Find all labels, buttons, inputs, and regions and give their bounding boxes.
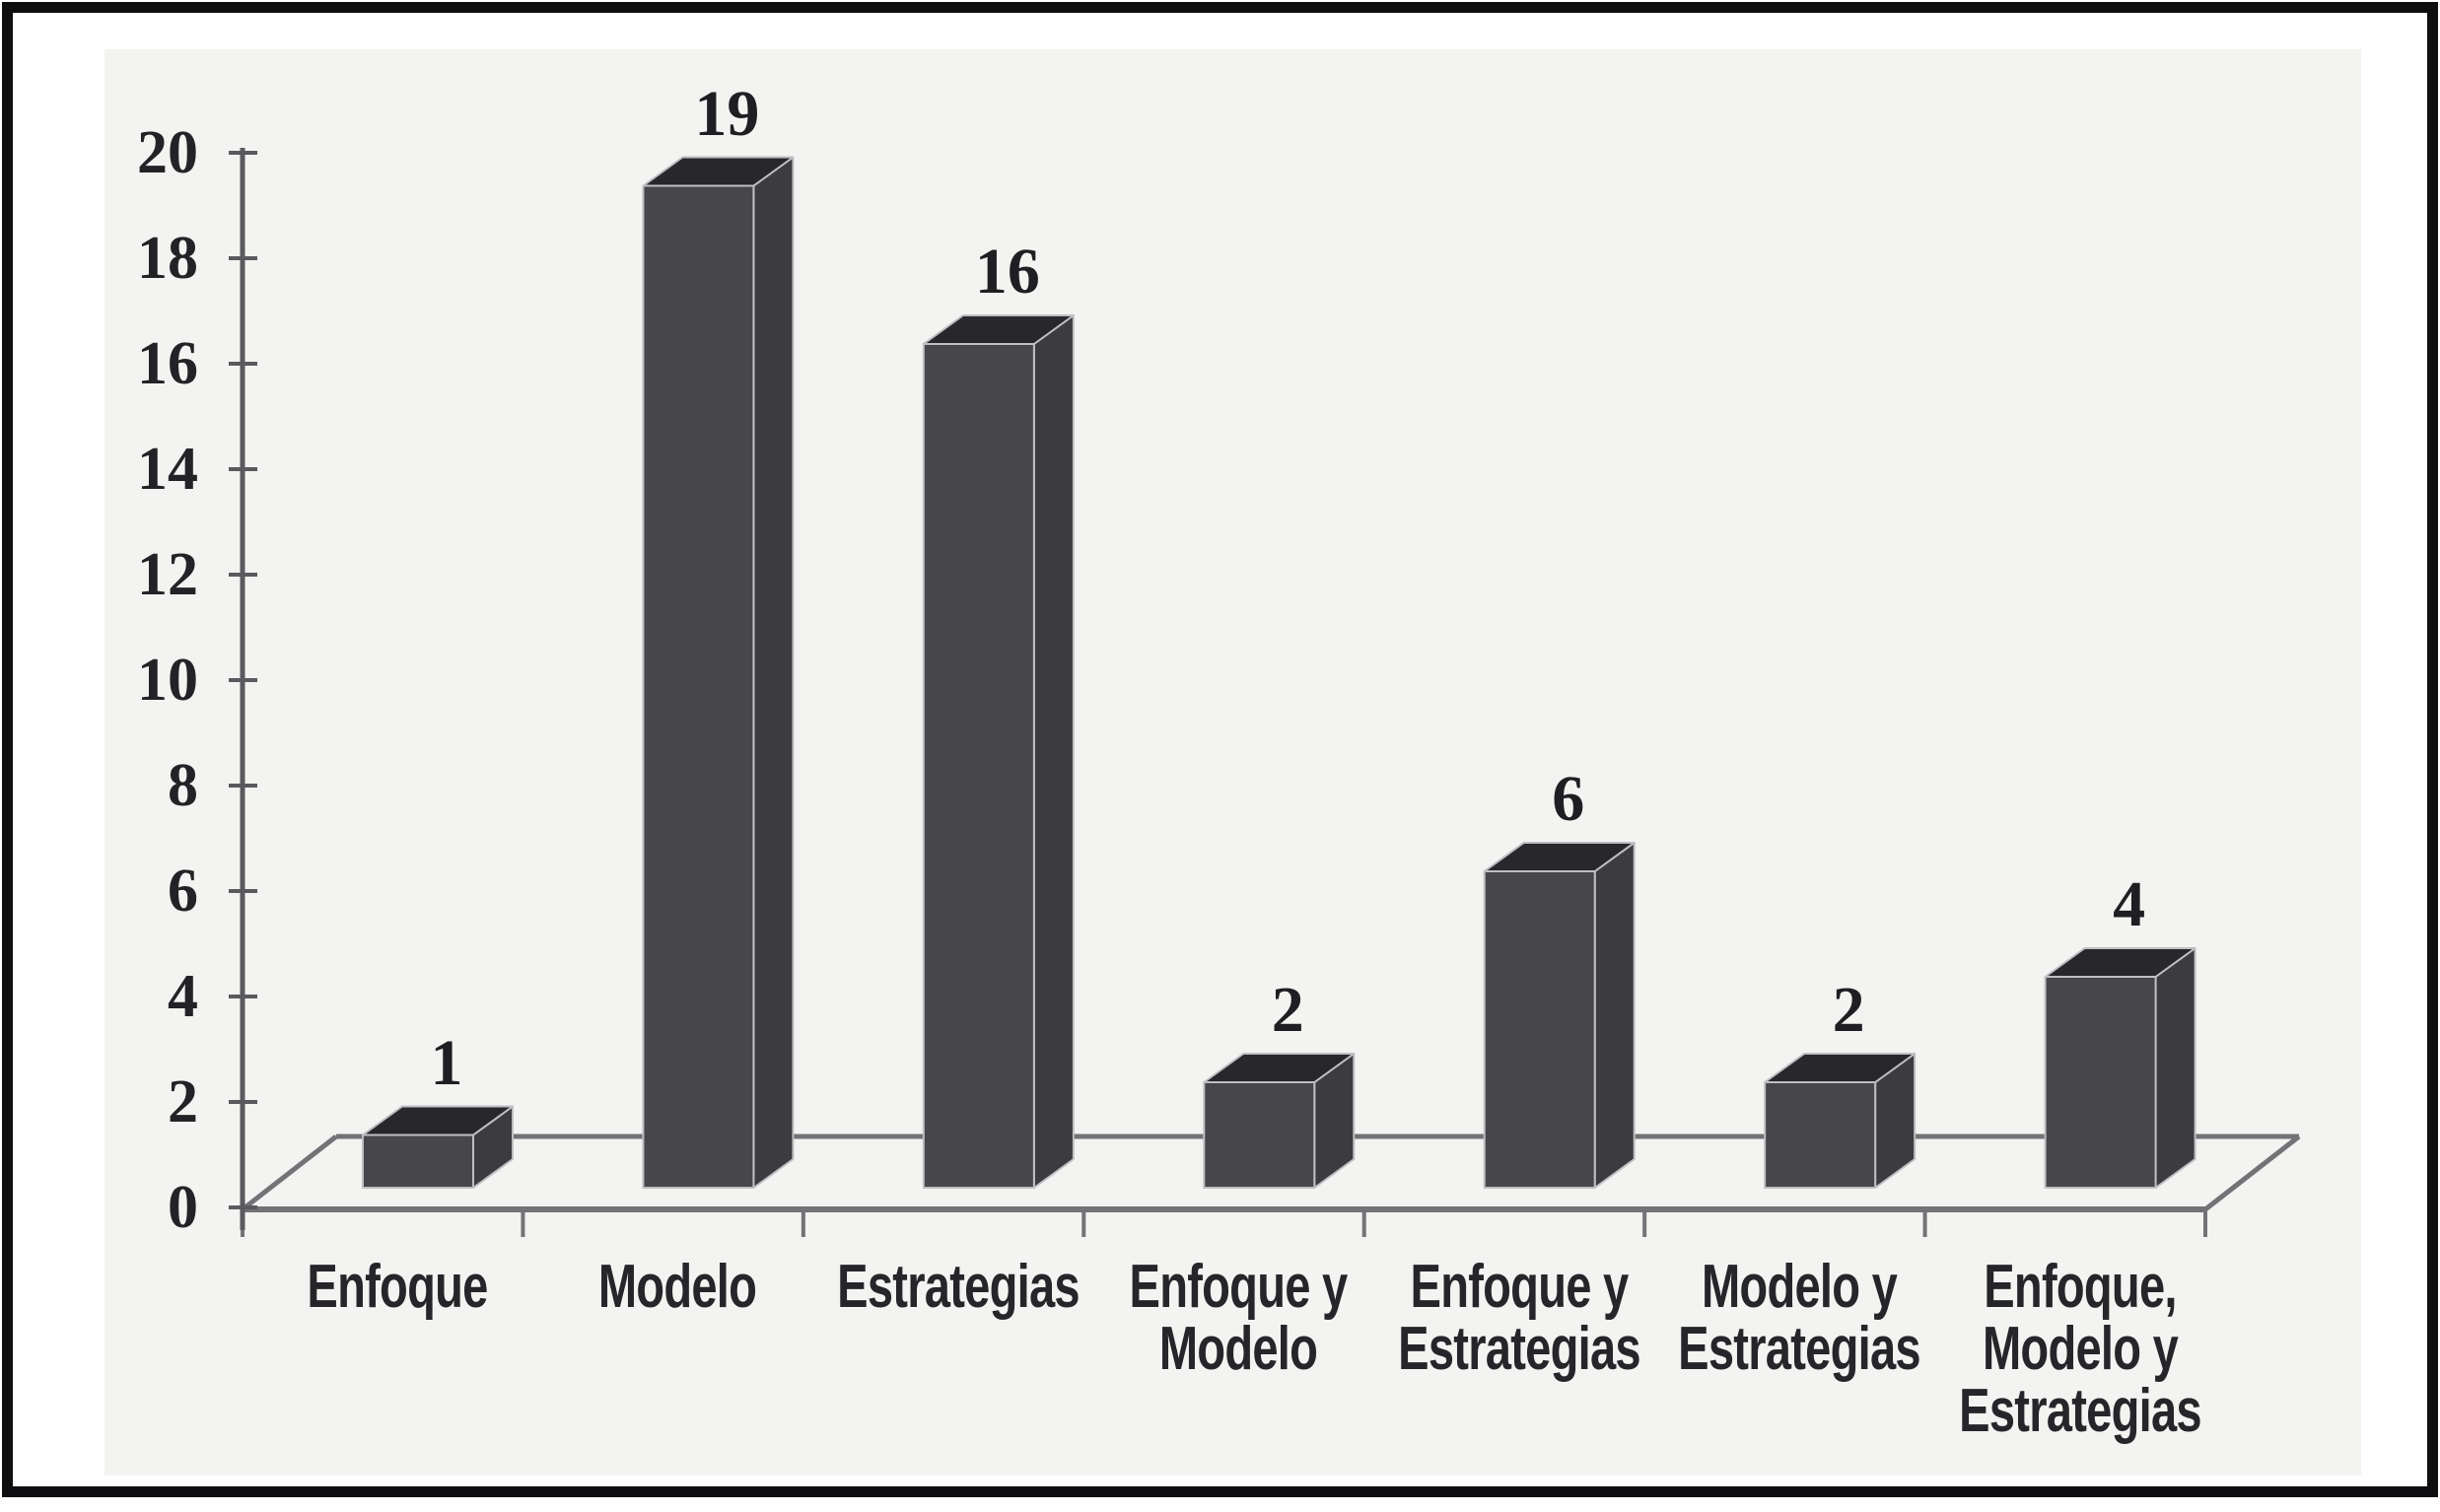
bar-side-face bbox=[1032, 314, 1075, 1189]
bar-side-face bbox=[1593, 842, 1636, 1189]
bar-side-face bbox=[2154, 947, 2196, 1189]
bar-front-face bbox=[1203, 1081, 1316, 1189]
floor-right-edge bbox=[2203, 1134, 2301, 1211]
bar-front-face bbox=[642, 184, 755, 1189]
bar-front-face bbox=[362, 1134, 474, 1189]
bar-front-face bbox=[1483, 870, 1596, 1189]
bar-side-face bbox=[752, 156, 795, 1189]
bar-front-face bbox=[922, 343, 1035, 1189]
floor-left-edge bbox=[241, 1134, 338, 1211]
bar-front-face bbox=[2044, 976, 2157, 1189]
bar-front-face bbox=[1764, 1081, 1877, 1189]
plot-area-background bbox=[105, 49, 2361, 1476]
bar-chart-canvas bbox=[229, 148, 2301, 1237]
